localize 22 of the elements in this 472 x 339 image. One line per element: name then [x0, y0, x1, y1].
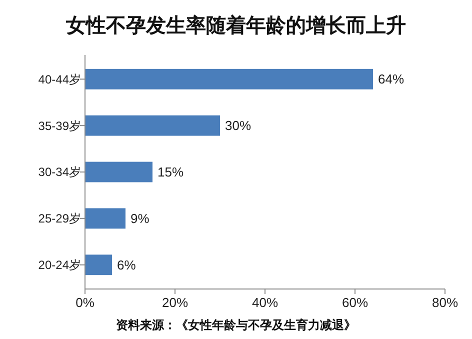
y-tick-label: 30-34岁: [38, 165, 81, 180]
x-tick-label: 20%: [162, 295, 188, 310]
y-tick-label: 25-29岁: [38, 212, 81, 226]
x-tick-label: 0%: [76, 295, 95, 310]
bar: [85, 68, 373, 90]
y-tick-label: 20-24岁: [38, 258, 81, 272]
text: 资料来源：《女性年龄与不孕及生育力减退》: [116, 318, 356, 332]
bar: [85, 162, 152, 182]
y-tick-label: 40-44岁: [38, 72, 81, 86]
bar: [85, 115, 220, 136]
data-label: 9%: [130, 210, 150, 226]
data-label: 64%: [378, 72, 404, 87]
data-label: 30%: [225, 118, 252, 134]
data-label: 6%: [117, 257, 136, 272]
bar: [85, 208, 126, 229]
data-label: 15%: [158, 164, 184, 180]
chart-title: 女性不孕发生率随着年龄的增长而上升: [65, 13, 406, 37]
x-tick-label: 40%: [252, 295, 278, 310]
bar: [85, 254, 112, 276]
y-tick-label: 35-39岁: [38, 118, 81, 133]
x-tick-label: 60%: [342, 295, 368, 310]
x-tick-label: 80%: [432, 295, 458, 310]
